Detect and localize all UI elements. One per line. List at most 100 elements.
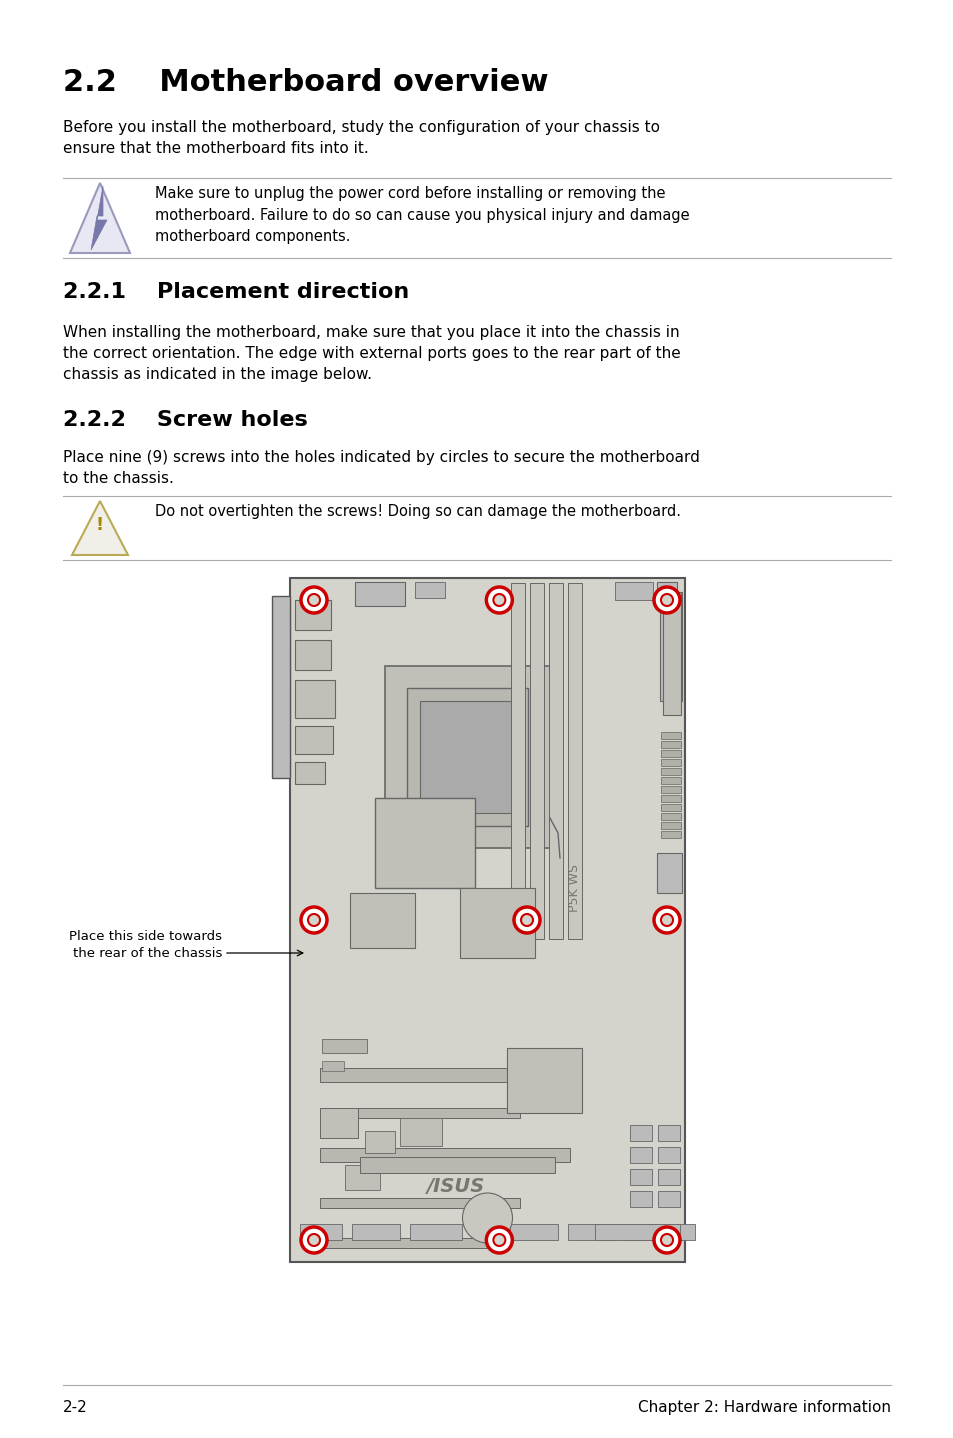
FancyBboxPatch shape [629, 1191, 651, 1208]
Text: Before you install the motherboard, study the configuration of your chassis to
e: Before you install the motherboard, stud… [63, 119, 659, 155]
FancyBboxPatch shape [375, 798, 475, 889]
FancyBboxPatch shape [615, 582, 652, 600]
FancyBboxPatch shape [294, 640, 331, 670]
FancyBboxPatch shape [352, 1224, 399, 1240]
FancyBboxPatch shape [407, 687, 527, 825]
FancyBboxPatch shape [549, 582, 562, 939]
Text: Place this side towards
the rear of the chassis: Place this side towards the rear of the … [69, 930, 222, 961]
Circle shape [308, 1234, 319, 1245]
Polygon shape [70, 183, 130, 253]
Circle shape [308, 594, 319, 605]
Circle shape [660, 915, 672, 926]
FancyBboxPatch shape [319, 1238, 490, 1248]
FancyBboxPatch shape [319, 1109, 519, 1117]
Text: !: ! [96, 516, 104, 533]
FancyBboxPatch shape [399, 1117, 441, 1146]
Text: When installing the motherboard, make sure that you place it into the chassis in: When installing the motherboard, make su… [63, 325, 680, 383]
Text: 2.2.1    Placement direction: 2.2.1 Placement direction [63, 282, 409, 302]
FancyBboxPatch shape [619, 1224, 695, 1240]
FancyBboxPatch shape [658, 1148, 679, 1163]
FancyBboxPatch shape [629, 1169, 651, 1185]
FancyBboxPatch shape [511, 582, 525, 939]
FancyBboxPatch shape [629, 1148, 651, 1163]
FancyBboxPatch shape [319, 1148, 569, 1162]
FancyBboxPatch shape [660, 804, 680, 811]
FancyBboxPatch shape [660, 759, 680, 766]
FancyBboxPatch shape [662, 591, 680, 715]
FancyBboxPatch shape [322, 1040, 367, 1053]
Circle shape [493, 1234, 505, 1245]
FancyBboxPatch shape [657, 582, 677, 600]
Polygon shape [91, 186, 107, 250]
Circle shape [301, 1227, 327, 1252]
FancyBboxPatch shape [595, 1224, 679, 1240]
FancyBboxPatch shape [510, 1224, 558, 1240]
Circle shape [301, 587, 327, 613]
FancyBboxPatch shape [294, 600, 331, 630]
FancyBboxPatch shape [658, 1126, 679, 1142]
FancyBboxPatch shape [658, 1169, 679, 1185]
FancyBboxPatch shape [294, 680, 335, 718]
FancyBboxPatch shape [355, 582, 405, 605]
FancyBboxPatch shape [319, 1109, 357, 1137]
Circle shape [654, 907, 679, 933]
FancyBboxPatch shape [660, 741, 680, 748]
Text: Chapter 2: Hardware information: Chapter 2: Hardware information [638, 1401, 890, 1415]
Text: Make sure to unplug the power cord before installing or removing the
motherboard: Make sure to unplug the power cord befor… [154, 186, 689, 244]
FancyBboxPatch shape [659, 591, 681, 702]
FancyBboxPatch shape [322, 1061, 344, 1071]
FancyBboxPatch shape [660, 812, 680, 820]
FancyBboxPatch shape [319, 1068, 569, 1081]
Circle shape [520, 915, 533, 926]
Circle shape [654, 587, 679, 613]
FancyBboxPatch shape [385, 666, 550, 848]
Circle shape [308, 915, 319, 926]
Text: 2-2: 2-2 [63, 1401, 88, 1415]
Circle shape [486, 587, 512, 613]
Text: Place nine (9) screws into the holes indicated by circles to secure the motherbo: Place nine (9) screws into the holes ind… [63, 450, 700, 486]
FancyBboxPatch shape [660, 751, 680, 756]
Circle shape [660, 594, 672, 605]
Text: Do not overtighten the screws! Doing so can damage the motherboard.: Do not overtighten the screws! Doing so … [154, 503, 680, 519]
FancyBboxPatch shape [294, 762, 325, 784]
FancyBboxPatch shape [660, 787, 680, 792]
FancyBboxPatch shape [299, 1224, 341, 1240]
FancyBboxPatch shape [507, 1048, 581, 1113]
Circle shape [660, 1234, 672, 1245]
FancyBboxPatch shape [530, 582, 543, 939]
FancyBboxPatch shape [359, 1158, 555, 1173]
FancyBboxPatch shape [660, 831, 680, 838]
FancyBboxPatch shape [660, 823, 680, 828]
FancyBboxPatch shape [660, 795, 680, 802]
Circle shape [514, 907, 539, 933]
FancyBboxPatch shape [345, 1165, 379, 1191]
FancyBboxPatch shape [294, 726, 333, 754]
FancyBboxPatch shape [290, 578, 684, 1263]
FancyBboxPatch shape [568, 582, 581, 939]
FancyBboxPatch shape [658, 1191, 679, 1208]
FancyBboxPatch shape [319, 1198, 519, 1208]
FancyBboxPatch shape [350, 893, 415, 948]
FancyBboxPatch shape [365, 1132, 395, 1153]
FancyBboxPatch shape [410, 1224, 461, 1240]
FancyBboxPatch shape [459, 889, 535, 958]
Circle shape [462, 1194, 512, 1242]
Text: 2.2.2    Screw holes: 2.2.2 Screw holes [63, 410, 308, 430]
FancyBboxPatch shape [419, 700, 515, 812]
FancyBboxPatch shape [660, 732, 680, 739]
FancyBboxPatch shape [567, 1224, 616, 1240]
FancyBboxPatch shape [660, 777, 680, 784]
Polygon shape [71, 500, 128, 555]
FancyBboxPatch shape [657, 853, 681, 893]
FancyBboxPatch shape [272, 595, 290, 778]
Circle shape [486, 1227, 512, 1252]
Circle shape [654, 1227, 679, 1252]
Circle shape [301, 907, 327, 933]
Text: 2.2    Motherboard overview: 2.2 Motherboard overview [63, 68, 548, 96]
FancyBboxPatch shape [660, 768, 680, 775]
FancyBboxPatch shape [629, 1126, 651, 1142]
Text: P5K WS: P5K WS [567, 864, 580, 912]
Text: /ISUS: /ISUS [426, 1176, 484, 1195]
Circle shape [493, 594, 505, 605]
FancyBboxPatch shape [415, 582, 444, 598]
